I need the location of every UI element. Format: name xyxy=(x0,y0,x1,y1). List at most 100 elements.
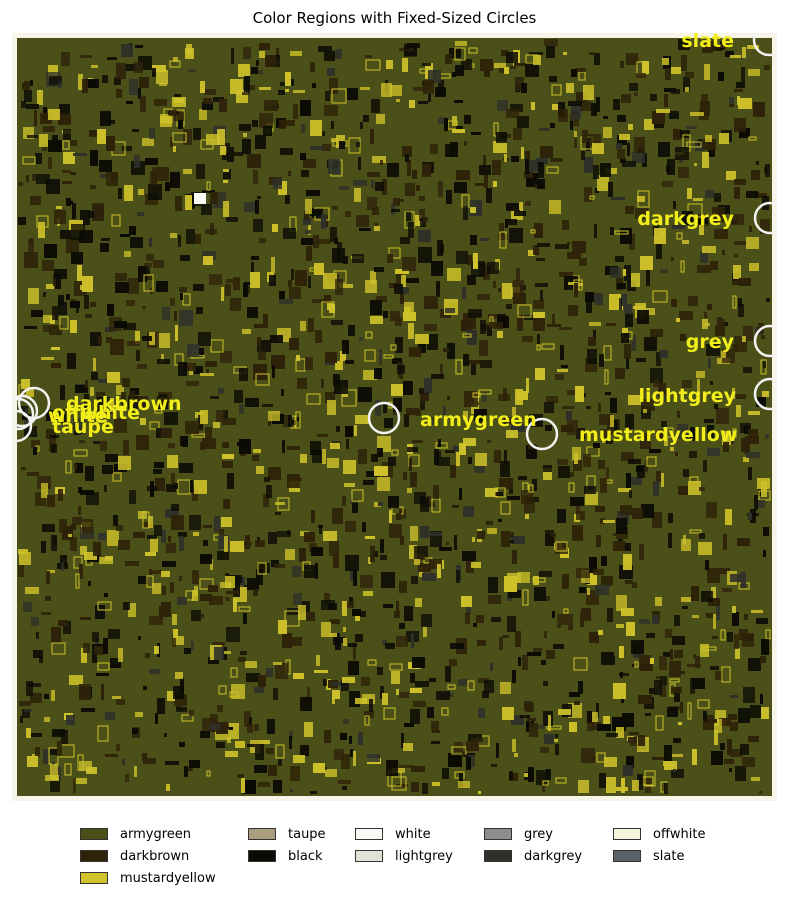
region-cell xyxy=(508,590,521,598)
region-cell xyxy=(183,363,196,371)
region-cell xyxy=(628,459,641,464)
region-cell xyxy=(613,533,618,536)
region-cell xyxy=(724,759,734,764)
region-cell xyxy=(533,648,542,654)
region-cell xyxy=(497,100,508,111)
region-cell xyxy=(536,344,541,351)
region-cell xyxy=(515,77,524,91)
region-cell xyxy=(478,389,492,395)
region-cell xyxy=(374,223,378,226)
region-cell xyxy=(62,526,73,540)
region-cell xyxy=(671,67,681,74)
circle-marker-grey xyxy=(753,324,777,358)
legend-swatch xyxy=(484,828,512,840)
region-cell xyxy=(725,51,734,57)
region-cell xyxy=(253,589,258,596)
region-cell xyxy=(367,659,377,666)
region-cell xyxy=(358,387,372,402)
region-cell xyxy=(601,652,614,656)
region-cell xyxy=(596,703,599,718)
region-cell xyxy=(137,364,147,369)
region-cell xyxy=(619,298,622,310)
region-cell xyxy=(78,506,81,515)
region-cell xyxy=(351,489,364,502)
region-cell xyxy=(225,751,238,757)
legend-label: darkbrown xyxy=(120,848,190,864)
region-cell xyxy=(187,344,199,357)
region-cell xyxy=(685,87,689,92)
region-cell xyxy=(461,596,472,607)
region-cell xyxy=(263,126,272,136)
region-cell xyxy=(546,396,558,403)
region-cell xyxy=(599,414,613,425)
region-cell xyxy=(135,712,143,717)
region-cell xyxy=(355,698,367,704)
region-cell xyxy=(598,460,605,469)
region-cell xyxy=(744,614,748,620)
region-cell xyxy=(21,101,26,108)
region-cell xyxy=(214,516,220,532)
region-cell xyxy=(664,438,668,446)
region-cell xyxy=(310,62,315,72)
region-cell xyxy=(257,337,261,346)
region-cell xyxy=(399,199,404,202)
region-cell xyxy=(714,229,728,239)
region-cell xyxy=(477,531,485,539)
region-cell xyxy=(498,394,510,401)
region-cell xyxy=(537,179,545,189)
region-cell xyxy=(263,494,269,507)
legend-label: darkgrey xyxy=(524,848,583,864)
region-cell xyxy=(499,223,504,236)
region-cell xyxy=(628,124,633,130)
region-cell xyxy=(570,121,573,130)
region-cell xyxy=(629,490,632,498)
region-cell xyxy=(510,66,516,69)
region-cell xyxy=(215,729,229,740)
region-cell xyxy=(221,517,232,527)
region-cell xyxy=(206,134,220,145)
region-cell xyxy=(60,555,67,566)
region-labels: slatedarkgreygreylightgreydarkbrownwhite… xyxy=(48,33,737,446)
region-cell xyxy=(463,411,468,420)
region-cell xyxy=(152,167,157,183)
region-cell xyxy=(502,635,509,638)
region-cell xyxy=(739,278,751,286)
region-cell xyxy=(114,321,127,328)
region-cell xyxy=(623,543,631,551)
region-cell xyxy=(307,687,310,700)
region-cell xyxy=(625,206,634,214)
region-cell xyxy=(678,722,682,725)
region-cell xyxy=(673,201,676,209)
region-cell xyxy=(447,396,450,400)
region-cell xyxy=(528,444,535,449)
region-cell xyxy=(24,326,37,329)
region-cell xyxy=(355,616,360,621)
region-cell xyxy=(531,102,535,110)
region-cell xyxy=(569,692,580,697)
region-cell xyxy=(162,307,170,320)
region-cell xyxy=(543,465,552,472)
region-cell xyxy=(412,170,417,179)
region-cell xyxy=(498,519,502,522)
region-cell xyxy=(54,210,66,224)
region-cell xyxy=(61,411,64,422)
region-cell xyxy=(388,496,399,508)
region-cell xyxy=(255,200,259,214)
region-cell xyxy=(439,547,452,551)
region-cell xyxy=(259,113,273,128)
region-cell xyxy=(278,90,285,95)
region-cell xyxy=(650,658,654,664)
region-cell xyxy=(352,503,358,513)
region-cell xyxy=(436,281,440,297)
region-cell xyxy=(454,535,457,550)
region-cell xyxy=(110,339,124,355)
region-cell xyxy=(371,180,374,188)
region-cell xyxy=(587,588,590,595)
region-cell xyxy=(548,715,551,731)
region-cell xyxy=(222,442,229,448)
region-cell xyxy=(561,365,568,368)
region-cell xyxy=(644,337,657,351)
region-cell xyxy=(177,597,187,605)
region-cell xyxy=(441,707,449,716)
region-cell xyxy=(46,284,54,289)
